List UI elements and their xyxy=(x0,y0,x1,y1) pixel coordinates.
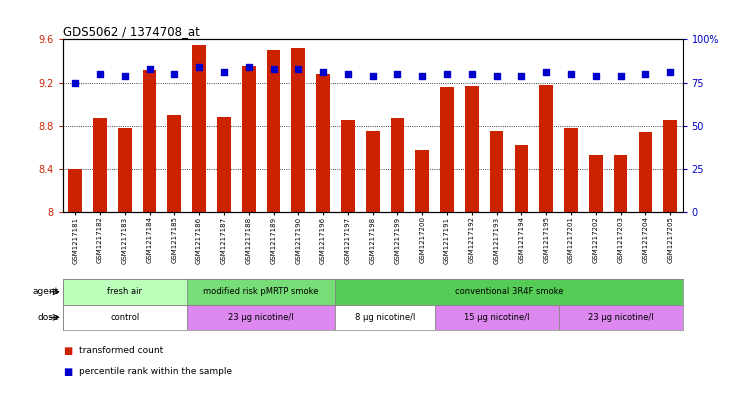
Text: ■: ■ xyxy=(63,346,72,356)
Text: fresh air: fresh air xyxy=(107,287,142,296)
Point xyxy=(367,72,379,79)
Point xyxy=(590,72,601,79)
Point xyxy=(218,69,230,75)
Point xyxy=(565,71,577,77)
Bar xyxy=(217,117,231,212)
Bar xyxy=(266,50,280,212)
Point xyxy=(193,64,205,70)
Text: modified risk pMRTP smoke: modified risk pMRTP smoke xyxy=(204,287,319,296)
Point xyxy=(168,71,180,77)
Point xyxy=(268,66,280,72)
Text: 23 μg nicotine/l: 23 μg nicotine/l xyxy=(588,313,653,322)
Point xyxy=(292,66,304,72)
Bar xyxy=(465,86,479,212)
Bar xyxy=(187,305,336,330)
Bar xyxy=(441,87,454,212)
Bar xyxy=(63,279,187,305)
Bar xyxy=(366,131,379,212)
Point xyxy=(491,72,503,79)
Bar xyxy=(193,45,206,212)
Text: 23 μg nicotine/l: 23 μg nicotine/l xyxy=(228,313,294,322)
Bar xyxy=(142,70,156,212)
Bar xyxy=(514,145,528,212)
Point xyxy=(516,72,528,79)
Point xyxy=(317,69,329,75)
Text: percentile rank within the sample: percentile rank within the sample xyxy=(79,367,232,376)
Bar xyxy=(539,85,553,212)
Point xyxy=(243,64,255,70)
Bar xyxy=(336,279,683,305)
Point xyxy=(615,72,627,79)
Point xyxy=(69,79,81,86)
Point xyxy=(342,71,354,77)
Point xyxy=(466,71,477,77)
Bar xyxy=(559,305,683,330)
Bar xyxy=(390,118,404,212)
Bar xyxy=(565,128,578,212)
Bar xyxy=(336,305,435,330)
Text: conventional 3R4F smoke: conventional 3R4F smoke xyxy=(455,287,563,296)
Text: 8 μg nicotine/l: 8 μg nicotine/l xyxy=(355,313,415,322)
Point xyxy=(664,69,676,75)
Text: transformed count: transformed count xyxy=(79,346,163,355)
Point xyxy=(392,71,404,77)
Bar xyxy=(292,48,305,212)
Point xyxy=(94,71,106,77)
Point xyxy=(119,72,131,79)
Bar xyxy=(63,305,187,330)
Bar xyxy=(663,120,677,212)
Point xyxy=(416,72,428,79)
Text: ■: ■ xyxy=(63,367,72,377)
Bar xyxy=(317,74,330,212)
Bar xyxy=(638,132,652,212)
Point xyxy=(441,71,453,77)
Bar xyxy=(69,169,82,212)
Text: dose: dose xyxy=(38,313,59,322)
Bar xyxy=(614,155,627,212)
Point xyxy=(640,71,652,77)
Bar xyxy=(118,128,131,212)
Bar xyxy=(589,155,603,212)
Bar xyxy=(187,279,336,305)
Point xyxy=(540,69,552,75)
Text: agent: agent xyxy=(32,287,59,296)
Bar xyxy=(168,115,181,212)
Text: GDS5062 / 1374708_at: GDS5062 / 1374708_at xyxy=(63,25,199,38)
Bar xyxy=(341,120,355,212)
Text: 15 μg nicotine/l: 15 μg nicotine/l xyxy=(464,313,529,322)
Point xyxy=(144,66,156,72)
Bar xyxy=(93,118,107,212)
Bar xyxy=(490,131,503,212)
Bar xyxy=(415,149,429,212)
Bar xyxy=(242,66,255,212)
Bar xyxy=(435,305,559,330)
Text: control: control xyxy=(110,313,139,322)
